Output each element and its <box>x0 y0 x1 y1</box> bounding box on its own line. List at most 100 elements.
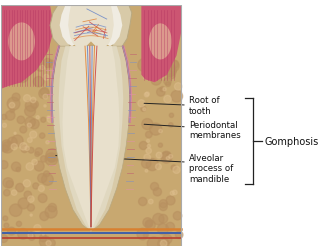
Circle shape <box>44 171 50 177</box>
Circle shape <box>147 65 152 70</box>
Circle shape <box>10 109 14 113</box>
Circle shape <box>25 117 35 128</box>
Circle shape <box>20 127 27 134</box>
Circle shape <box>1 115 7 120</box>
Circle shape <box>23 95 31 102</box>
Circle shape <box>142 119 153 130</box>
Circle shape <box>11 144 17 150</box>
Circle shape <box>169 114 174 118</box>
Circle shape <box>170 73 175 79</box>
Circle shape <box>160 240 167 247</box>
Circle shape <box>155 164 161 170</box>
Circle shape <box>25 101 37 112</box>
Circle shape <box>175 231 183 239</box>
Circle shape <box>0 161 8 169</box>
Circle shape <box>156 153 162 159</box>
Circle shape <box>167 154 170 158</box>
Circle shape <box>4 190 10 196</box>
Circle shape <box>2 124 7 128</box>
Circle shape <box>27 204 34 211</box>
Text: Root of
tooth: Root of tooth <box>189 96 219 115</box>
Circle shape <box>143 218 153 227</box>
Circle shape <box>48 204 56 212</box>
Circle shape <box>138 198 147 206</box>
Circle shape <box>41 118 46 123</box>
Circle shape <box>35 152 40 157</box>
Circle shape <box>6 181 13 188</box>
Circle shape <box>147 237 160 250</box>
Circle shape <box>17 117 25 124</box>
Circle shape <box>40 88 49 97</box>
Polygon shape <box>68 6 114 49</box>
Circle shape <box>162 234 172 244</box>
Circle shape <box>149 199 153 204</box>
Circle shape <box>21 146 28 153</box>
Circle shape <box>147 140 150 143</box>
Circle shape <box>24 191 31 199</box>
Ellipse shape <box>149 24 172 60</box>
Circle shape <box>39 89 49 99</box>
Circle shape <box>166 196 175 205</box>
Circle shape <box>43 94 48 99</box>
Circle shape <box>42 233 44 235</box>
Polygon shape <box>60 6 122 47</box>
Circle shape <box>2 145 9 152</box>
Circle shape <box>47 117 53 123</box>
Circle shape <box>29 119 39 129</box>
Circle shape <box>46 241 51 246</box>
Circle shape <box>174 83 182 91</box>
Circle shape <box>164 78 171 86</box>
Polygon shape <box>62 47 119 232</box>
Circle shape <box>169 123 173 128</box>
Circle shape <box>166 157 170 160</box>
Circle shape <box>170 191 174 195</box>
Circle shape <box>9 103 15 109</box>
Circle shape <box>7 98 20 111</box>
Polygon shape <box>141 6 181 83</box>
Circle shape <box>47 117 50 119</box>
Circle shape <box>11 162 21 172</box>
Circle shape <box>38 174 47 183</box>
Circle shape <box>143 76 147 80</box>
Circle shape <box>11 190 17 196</box>
Circle shape <box>16 168 21 172</box>
Circle shape <box>33 183 39 189</box>
Circle shape <box>146 159 158 171</box>
Circle shape <box>42 174 53 186</box>
Circle shape <box>40 212 49 221</box>
Circle shape <box>8 227 15 235</box>
Circle shape <box>153 213 164 225</box>
Circle shape <box>162 151 171 161</box>
Polygon shape <box>50 6 132 52</box>
Circle shape <box>3 216 8 221</box>
Circle shape <box>0 53 11 67</box>
Circle shape <box>43 75 49 81</box>
Circle shape <box>148 70 154 75</box>
Circle shape <box>10 204 22 216</box>
Circle shape <box>35 148 42 155</box>
Circle shape <box>40 156 47 163</box>
Circle shape <box>38 194 47 203</box>
Circle shape <box>164 96 171 104</box>
Circle shape <box>25 106 35 117</box>
Circle shape <box>141 159 151 168</box>
Circle shape <box>145 220 153 228</box>
Circle shape <box>163 88 166 91</box>
Circle shape <box>46 141 49 144</box>
Circle shape <box>163 65 176 77</box>
Polygon shape <box>1 6 54 89</box>
Circle shape <box>28 196 34 203</box>
Circle shape <box>47 239 55 247</box>
Circle shape <box>138 100 145 107</box>
Circle shape <box>29 232 33 236</box>
Circle shape <box>32 160 37 165</box>
Circle shape <box>171 91 183 103</box>
Circle shape <box>48 61 56 69</box>
Circle shape <box>145 220 155 230</box>
Circle shape <box>16 184 24 192</box>
Circle shape <box>31 98 36 103</box>
Circle shape <box>28 233 33 238</box>
Circle shape <box>39 133 45 139</box>
Circle shape <box>39 236 51 248</box>
Circle shape <box>151 75 161 86</box>
